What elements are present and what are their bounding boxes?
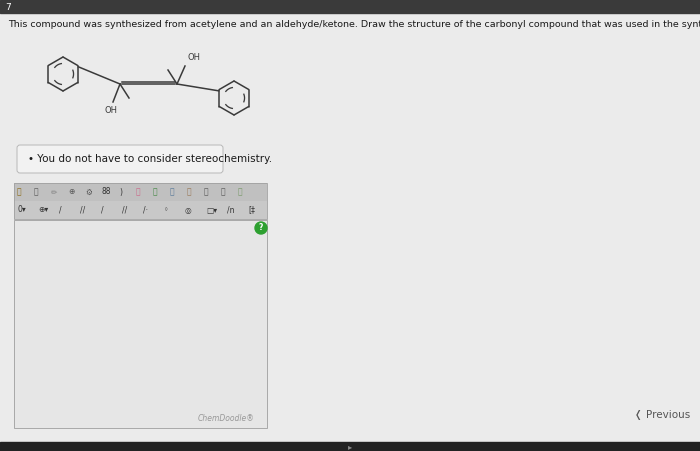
Text: ▸: ▸ xyxy=(348,442,352,451)
Bar xyxy=(0,0,700,13)
Text: 📷: 📷 xyxy=(187,188,192,197)
Text: //: // xyxy=(80,206,85,215)
Text: OH: OH xyxy=(104,106,118,115)
Text: □▾: □▾ xyxy=(206,206,217,215)
Text: 🖼: 🖼 xyxy=(170,188,174,197)
Text: ): ) xyxy=(119,188,122,197)
Text: ?: ? xyxy=(259,224,263,233)
Text: 0▾: 0▾ xyxy=(17,206,26,215)
Text: ⚙: ⚙ xyxy=(85,188,92,197)
Circle shape xyxy=(255,222,267,234)
Text: 🌸: 🌸 xyxy=(136,188,141,197)
Bar xyxy=(14,220,267,428)
Text: ⊕: ⊕ xyxy=(68,188,74,197)
Text: ❬ Previous: ❬ Previous xyxy=(634,410,690,420)
Text: 🌿: 🌿 xyxy=(153,188,158,197)
Text: ✏: ✏ xyxy=(51,188,57,197)
Bar xyxy=(14,183,267,201)
Text: This compound was synthesized from acetylene and an aldehyde/ketone. Draw the st: This compound was synthesized from acety… xyxy=(8,20,700,29)
Bar xyxy=(0,442,700,451)
Text: 7: 7 xyxy=(5,3,10,11)
Text: /·: /· xyxy=(143,206,148,215)
Text: /: / xyxy=(101,206,104,215)
Text: OH: OH xyxy=(187,53,200,62)
Text: ◦: ◦ xyxy=(164,206,169,215)
Text: [‡: [‡ xyxy=(248,206,255,215)
Bar xyxy=(14,201,267,219)
Bar xyxy=(14,183,267,219)
Text: • You do not have to consider stereochemistry.: • You do not have to consider stereochem… xyxy=(28,154,272,164)
Text: 🔍: 🔍 xyxy=(221,188,225,197)
Text: ChemDoodle®: ChemDoodle® xyxy=(198,414,255,423)
Text: ◎: ◎ xyxy=(185,206,192,215)
Bar xyxy=(14,220,267,428)
Text: 🔒: 🔒 xyxy=(34,188,38,197)
Text: /n: /n xyxy=(227,206,235,215)
Text: /: / xyxy=(59,206,62,215)
FancyBboxPatch shape xyxy=(17,145,223,173)
Text: //: // xyxy=(122,206,127,215)
Text: 📋: 📋 xyxy=(238,188,243,197)
Text: ⊕▾: ⊕▾ xyxy=(38,206,48,215)
Text: 88: 88 xyxy=(102,188,111,197)
Text: 🖐: 🖐 xyxy=(17,188,22,197)
Text: 🔍: 🔍 xyxy=(204,188,209,197)
